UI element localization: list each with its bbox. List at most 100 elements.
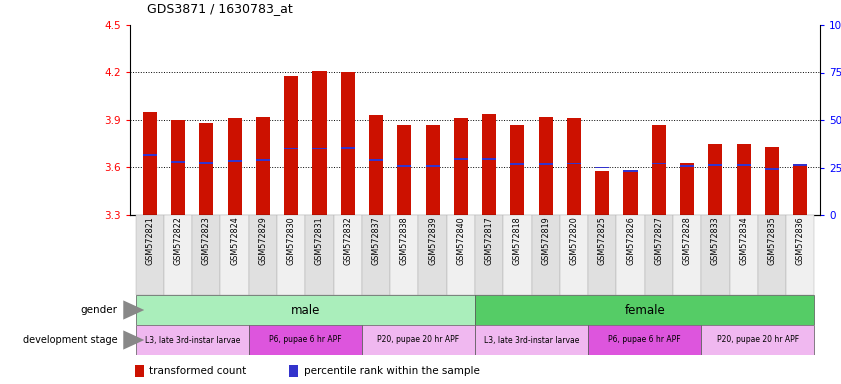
Text: GSM572817: GSM572817 bbox=[484, 217, 494, 265]
Bar bbox=[256, 117, 270, 215]
Text: GSM572830: GSM572830 bbox=[287, 217, 296, 265]
Bar bbox=[588, 215, 616, 295]
Text: GDS3871 / 1630783_at: GDS3871 / 1630783_at bbox=[147, 2, 293, 15]
Text: GSM572822: GSM572822 bbox=[173, 217, 182, 265]
Text: GSM572837: GSM572837 bbox=[372, 217, 380, 265]
Text: transformed count: transformed count bbox=[150, 366, 246, 376]
Text: GSM572820: GSM572820 bbox=[569, 217, 579, 265]
Bar bbox=[312, 71, 326, 215]
Bar bbox=[334, 215, 362, 295]
Text: P6, pupae 6 hr APF: P6, pupae 6 hr APF bbox=[269, 336, 341, 344]
Bar bbox=[737, 144, 751, 215]
Bar bbox=[645, 215, 673, 295]
Bar bbox=[199, 123, 214, 215]
Bar bbox=[397, 165, 411, 167]
Bar bbox=[277, 215, 305, 295]
Bar bbox=[454, 118, 468, 215]
Bar bbox=[652, 162, 666, 164]
Text: GSM572832: GSM572832 bbox=[343, 217, 352, 265]
Bar bbox=[673, 215, 701, 295]
Bar bbox=[249, 215, 277, 295]
Text: L3, late 3rd-instar larvae: L3, late 3rd-instar larvae bbox=[145, 336, 240, 344]
Bar bbox=[135, 215, 164, 295]
Bar bbox=[475, 325, 588, 355]
Bar bbox=[284, 147, 299, 149]
Bar bbox=[135, 365, 144, 377]
Bar bbox=[419, 215, 447, 295]
Bar bbox=[284, 76, 299, 215]
Bar bbox=[680, 165, 694, 167]
Text: P20, pupae 20 hr APF: P20, pupae 20 hr APF bbox=[717, 336, 799, 344]
Text: GSM572824: GSM572824 bbox=[230, 217, 239, 265]
Bar bbox=[135, 325, 249, 355]
Text: GSM572828: GSM572828 bbox=[683, 217, 691, 265]
Bar bbox=[510, 125, 525, 215]
Text: GSM572838: GSM572838 bbox=[399, 217, 409, 265]
Bar bbox=[193, 215, 220, 295]
Text: GSM572831: GSM572831 bbox=[315, 217, 324, 265]
Text: GSM572840: GSM572840 bbox=[457, 217, 465, 265]
Text: GSM572835: GSM572835 bbox=[768, 217, 776, 265]
Bar bbox=[171, 120, 185, 215]
Bar bbox=[362, 215, 390, 295]
Bar bbox=[567, 162, 581, 164]
Text: GSM572839: GSM572839 bbox=[428, 217, 437, 265]
Bar bbox=[482, 114, 496, 215]
Bar bbox=[220, 215, 249, 295]
Text: P20, pupae 20 hr APF: P20, pupae 20 hr APF bbox=[378, 336, 459, 344]
Bar bbox=[616, 215, 645, 295]
Bar bbox=[758, 215, 786, 295]
Bar bbox=[701, 215, 729, 295]
Text: GSM572823: GSM572823 bbox=[202, 217, 211, 265]
Text: GSM572827: GSM572827 bbox=[654, 217, 664, 265]
Bar bbox=[135, 295, 475, 325]
Bar bbox=[588, 325, 701, 355]
Bar bbox=[595, 167, 610, 169]
Bar bbox=[793, 164, 807, 215]
Bar bbox=[369, 159, 383, 161]
Bar bbox=[482, 158, 496, 160]
Bar bbox=[708, 164, 722, 166]
Bar bbox=[312, 147, 326, 149]
Text: GSM572825: GSM572825 bbox=[598, 217, 606, 265]
Bar bbox=[503, 215, 532, 295]
Text: GSM572819: GSM572819 bbox=[542, 217, 550, 265]
Text: GSM572829: GSM572829 bbox=[258, 217, 267, 265]
Bar bbox=[369, 115, 383, 215]
Text: percentile rank within the sample: percentile rank within the sample bbox=[304, 366, 479, 376]
Polygon shape bbox=[124, 300, 145, 319]
Bar bbox=[708, 144, 722, 215]
Bar bbox=[475, 215, 503, 295]
Bar bbox=[447, 215, 475, 295]
Bar bbox=[560, 215, 588, 295]
Bar bbox=[737, 164, 751, 166]
Bar bbox=[786, 215, 814, 295]
Bar bbox=[249, 325, 362, 355]
Bar bbox=[426, 165, 440, 167]
Bar bbox=[510, 163, 525, 165]
Bar bbox=[289, 365, 298, 377]
Bar bbox=[623, 170, 637, 172]
Bar bbox=[729, 215, 758, 295]
Bar bbox=[143, 112, 157, 215]
Bar bbox=[623, 172, 637, 215]
Bar bbox=[475, 295, 814, 325]
Bar bbox=[680, 163, 694, 215]
Text: GSM572818: GSM572818 bbox=[513, 217, 522, 265]
Bar bbox=[793, 164, 807, 166]
Bar bbox=[426, 125, 440, 215]
Text: L3, late 3rd-instar larvae: L3, late 3rd-instar larvae bbox=[484, 336, 579, 344]
Bar bbox=[362, 325, 475, 355]
Bar bbox=[171, 161, 185, 163]
Text: development stage: development stage bbox=[23, 335, 118, 345]
Bar bbox=[397, 125, 411, 215]
Bar bbox=[341, 147, 355, 149]
Bar bbox=[228, 160, 241, 162]
Bar bbox=[143, 154, 157, 156]
Bar bbox=[532, 215, 560, 295]
Text: GSM572836: GSM572836 bbox=[796, 217, 805, 265]
Bar bbox=[164, 215, 193, 295]
Bar bbox=[567, 118, 581, 215]
Bar bbox=[701, 325, 814, 355]
Text: female: female bbox=[624, 303, 665, 316]
